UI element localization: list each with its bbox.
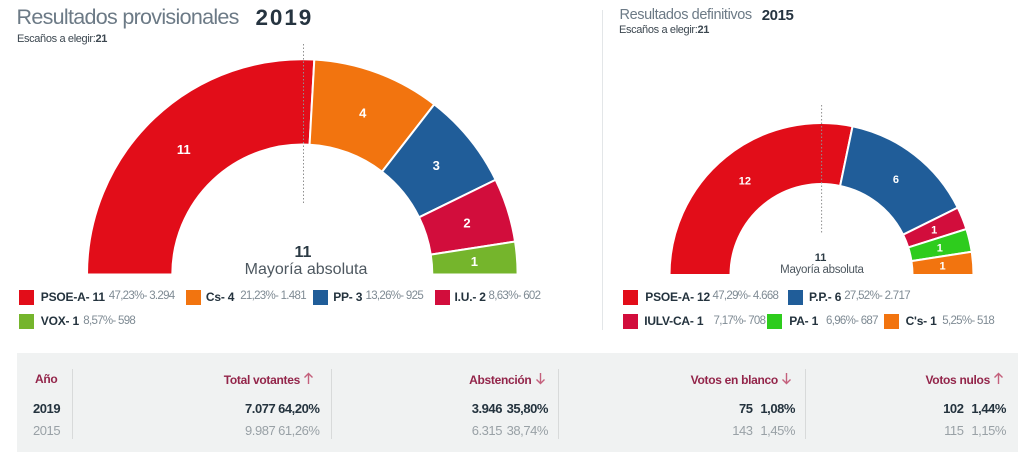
svg-text:12: 12 bbox=[739, 176, 751, 188]
svg-text:6: 6 bbox=[893, 174, 899, 186]
svg-text:1: 1 bbox=[931, 225, 937, 237]
svg-text:1: 1 bbox=[940, 261, 946, 273]
svg-text:4: 4 bbox=[359, 105, 367, 120]
svg-text:11: 11 bbox=[177, 142, 191, 157]
svg-text:1: 1 bbox=[471, 254, 478, 269]
svg-text:1: 1 bbox=[937, 242, 943, 254]
svg-text:3: 3 bbox=[433, 158, 440, 173]
svg-text:2: 2 bbox=[463, 215, 470, 230]
